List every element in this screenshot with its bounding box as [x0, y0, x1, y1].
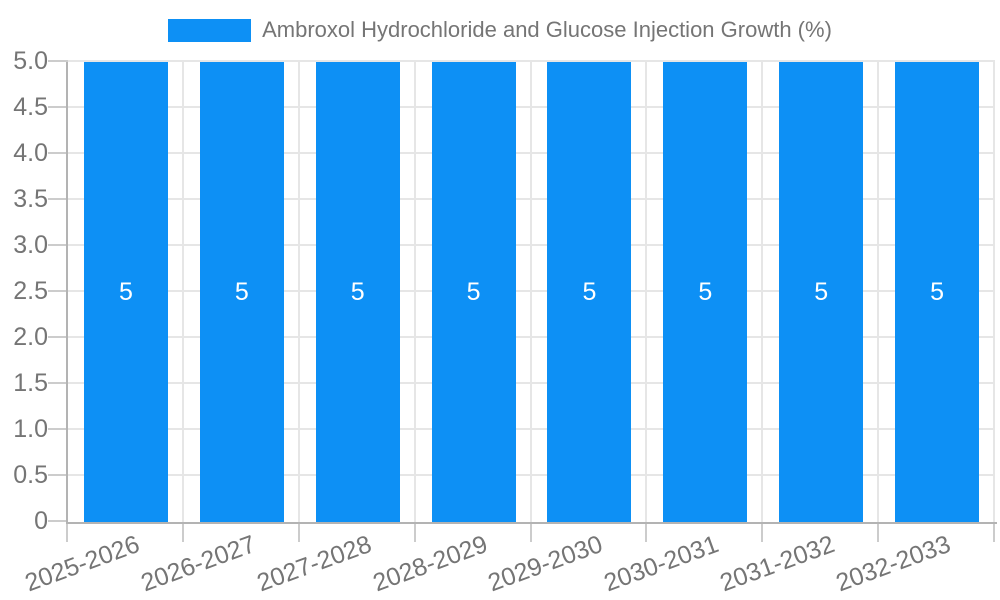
- x-tick-mark: [66, 522, 68, 542]
- bar: 5: [779, 62, 864, 522]
- x-category-label: 2025-2026: [21, 530, 144, 598]
- bar: 5: [663, 62, 748, 522]
- h-gridline: [68, 336, 995, 338]
- y-tick-mark: [48, 244, 68, 246]
- x-category-label: 2030-2031: [600, 530, 723, 598]
- y-tick-mark: [48, 382, 68, 384]
- y-tick-label: 4.5: [13, 93, 48, 121]
- bar: 5: [199, 62, 284, 522]
- h-gridline: [68, 382, 995, 384]
- x-tick-mark: [993, 522, 995, 542]
- bar-value-label: 5: [930, 277, 945, 306]
- y-tick-label: 3.0: [13, 231, 48, 259]
- y-tick-label: 4.0: [13, 139, 48, 167]
- legend-label[interactable]: Ambroxol Hydrochloride and Glucose Injec…: [262, 17, 832, 42]
- y-tick-label: 1.0: [13, 415, 48, 443]
- bar-value-label: 5: [118, 277, 133, 306]
- y-tick-label: 5.0: [13, 47, 48, 75]
- y-tick-label: 2.0: [13, 323, 48, 351]
- h-gridline: [68, 152, 995, 154]
- x-category-label: 2032-2033: [832, 530, 955, 598]
- y-tick-mark: [48, 60, 68, 62]
- y-tick-mark: [48, 152, 68, 154]
- x-tick-mark: [181, 522, 184, 542]
- x-tick-mark: [761, 522, 764, 542]
- y-axis-line: [66, 62, 68, 524]
- x-tick-mark: [297, 522, 300, 542]
- h-gridline: [68, 198, 995, 200]
- legend[interactable]: Ambroxol Hydrochloride and Glucose Injec…: [0, 17, 1000, 43]
- bar-value-label: 5: [234, 277, 249, 306]
- v-gridline: [993, 62, 995, 522]
- y-tick-label: 1.5: [13, 369, 48, 397]
- v-gridline: [645, 62, 648, 522]
- bar-value-label: 5: [350, 277, 365, 306]
- y-tick-label: 3.5: [13, 185, 48, 213]
- y-tick-label: 0.5: [13, 461, 48, 489]
- x-category-label: 2027-2028: [252, 530, 375, 598]
- h-gridline: [68, 60, 995, 62]
- h-gridline: [68, 290, 995, 292]
- h-gridline: [68, 428, 995, 430]
- bar: 5: [431, 62, 516, 522]
- y-tick-mark: [48, 520, 68, 522]
- h-gridline: [68, 106, 995, 108]
- y-tick-mark: [48, 106, 68, 108]
- x-tick-mark: [645, 522, 648, 542]
- y-tick-mark: [48, 474, 68, 476]
- v-gridline: [529, 62, 532, 522]
- v-gridline: [877, 62, 880, 522]
- v-gridline: [297, 62, 300, 522]
- x-tick-mark: [413, 522, 416, 542]
- v-gridline: [761, 62, 764, 522]
- x-category-label: 2028-2029: [368, 530, 491, 598]
- legend-swatch[interactable]: [168, 18, 252, 42]
- y-tick-label: 0: [34, 507, 48, 535]
- bar: 5: [315, 62, 400, 522]
- bar: 5: [895, 62, 980, 522]
- y-tick-mark: [48, 336, 68, 338]
- bar-value-label: 5: [814, 277, 829, 306]
- y-tick-label: 2.5: [13, 277, 48, 305]
- v-gridline: [181, 62, 184, 522]
- v-gridline: [413, 62, 416, 522]
- bar: 5: [547, 62, 632, 522]
- bar-value-label: 5: [582, 277, 597, 306]
- x-tick-mark: [877, 522, 880, 542]
- bar-value-label: 5: [466, 277, 481, 306]
- bar: 5: [83, 62, 168, 522]
- h-gridline: [68, 474, 995, 476]
- h-gridline: [68, 244, 995, 246]
- x-axis-line: [66, 522, 997, 524]
- y-tick-mark: [48, 198, 68, 200]
- bar-value-label: 5: [698, 277, 713, 306]
- y-tick-mark: [48, 290, 68, 292]
- x-category-label: 2031-2032: [716, 530, 839, 598]
- x-category-label: 2026-2027: [137, 530, 260, 598]
- x-category-label: 2029-2030: [484, 530, 607, 598]
- x-tick-mark: [529, 522, 532, 542]
- y-tick-mark: [48, 428, 68, 430]
